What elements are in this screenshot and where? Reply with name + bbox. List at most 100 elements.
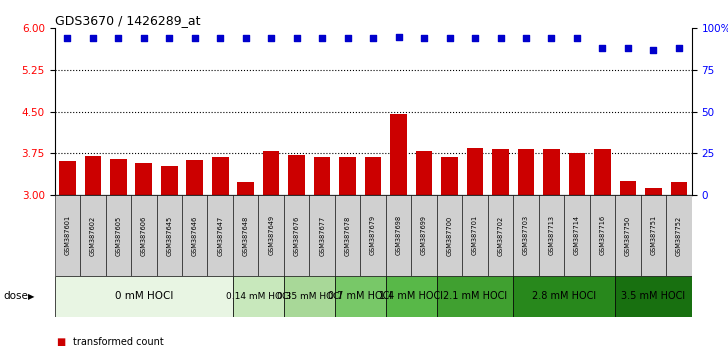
- Text: ■: ■: [56, 337, 66, 347]
- Text: 2.1 mM HOCl: 2.1 mM HOCl: [443, 291, 507, 302]
- Text: GSM387701: GSM387701: [472, 215, 478, 256]
- Bar: [288, 155, 305, 195]
- Point: [419, 35, 430, 41]
- Text: 0 mM HOCl: 0 mM HOCl: [114, 291, 173, 302]
- Text: GSM387645: GSM387645: [166, 215, 173, 256]
- Bar: [335, 195, 360, 276]
- Bar: [615, 195, 641, 276]
- Bar: [467, 148, 483, 195]
- Bar: [645, 188, 662, 195]
- Bar: [513, 195, 539, 276]
- Bar: [543, 149, 560, 195]
- Bar: [518, 149, 534, 195]
- Text: 0.7 mM HOCl: 0.7 mM HOCl: [328, 291, 392, 302]
- Point: [648, 47, 660, 53]
- Text: GSM387678: GSM387678: [344, 215, 351, 256]
- Bar: [309, 195, 335, 276]
- Bar: [441, 157, 458, 195]
- Bar: [386, 276, 437, 317]
- Bar: [594, 149, 611, 195]
- Point: [470, 35, 481, 41]
- Point: [597, 45, 609, 51]
- Bar: [569, 153, 585, 195]
- Bar: [462, 195, 488, 276]
- Point: [444, 35, 456, 41]
- Text: GSM387649: GSM387649: [268, 215, 274, 256]
- Point: [189, 35, 201, 41]
- Point: [317, 35, 328, 41]
- Bar: [207, 195, 233, 276]
- Bar: [564, 195, 590, 276]
- Bar: [339, 157, 356, 195]
- Point: [546, 35, 558, 41]
- Bar: [620, 181, 636, 195]
- Text: GSM387679: GSM387679: [370, 215, 376, 256]
- Text: 1.4 mM HOCl: 1.4 mM HOCl: [379, 291, 443, 302]
- Bar: [666, 195, 692, 276]
- Text: GSM387716: GSM387716: [599, 215, 606, 256]
- Point: [240, 35, 252, 41]
- Bar: [161, 166, 178, 195]
- Text: GSM387646: GSM387646: [191, 215, 198, 256]
- Text: 3.5 mM HOCl: 3.5 mM HOCl: [621, 291, 686, 302]
- Bar: [135, 162, 152, 195]
- Text: GSM387699: GSM387699: [421, 216, 427, 255]
- Point: [113, 35, 124, 41]
- Point: [164, 35, 175, 41]
- Text: GSM387648: GSM387648: [242, 215, 249, 256]
- Bar: [492, 149, 509, 195]
- Text: GSM387698: GSM387698: [395, 215, 402, 256]
- Bar: [55, 195, 80, 276]
- Text: dose: dose: [4, 291, 28, 302]
- Text: GSM387713: GSM387713: [548, 216, 555, 255]
- Bar: [670, 183, 687, 195]
- Text: GSM387702: GSM387702: [497, 215, 504, 256]
- Bar: [110, 159, 127, 195]
- Bar: [641, 195, 666, 276]
- Bar: [488, 195, 513, 276]
- Bar: [437, 276, 513, 317]
- Bar: [390, 114, 407, 195]
- Point: [87, 35, 99, 41]
- Point: [495, 35, 507, 41]
- Point: [368, 35, 379, 41]
- Bar: [106, 195, 131, 276]
- Bar: [84, 156, 101, 195]
- Text: 2.8 mM HOCl: 2.8 mM HOCl: [532, 291, 596, 302]
- Bar: [335, 276, 386, 317]
- Text: transformed count: transformed count: [73, 337, 164, 347]
- Point: [138, 35, 150, 41]
- Bar: [539, 195, 564, 276]
- Bar: [233, 195, 258, 276]
- Bar: [212, 157, 229, 195]
- Text: GSM387605: GSM387605: [115, 215, 122, 256]
- Point: [521, 35, 532, 41]
- Text: 0.14 mM HOCl: 0.14 mM HOCl: [226, 292, 291, 301]
- Point: [393, 34, 405, 40]
- Bar: [615, 276, 692, 317]
- Bar: [284, 276, 335, 317]
- Bar: [284, 195, 309, 276]
- Bar: [59, 161, 76, 195]
- Text: GSM387647: GSM387647: [217, 215, 223, 256]
- Bar: [360, 195, 386, 276]
- Bar: [365, 157, 381, 195]
- Bar: [386, 195, 411, 276]
- Point: [215, 35, 226, 41]
- Bar: [416, 152, 432, 195]
- Bar: [157, 195, 182, 276]
- Point: [62, 35, 73, 41]
- Text: GSM387676: GSM387676: [293, 215, 300, 256]
- Bar: [513, 276, 615, 317]
- Text: GSM387700: GSM387700: [446, 215, 453, 256]
- Text: GSM387750: GSM387750: [625, 215, 631, 256]
- Text: GSM387606: GSM387606: [141, 215, 147, 256]
- Bar: [411, 195, 437, 276]
- Point: [622, 45, 634, 51]
- Bar: [55, 276, 233, 317]
- Bar: [233, 276, 284, 317]
- Bar: [237, 183, 254, 195]
- Text: 0.35 mM HOCl: 0.35 mM HOCl: [277, 292, 342, 301]
- Bar: [131, 195, 157, 276]
- Text: GSM387751: GSM387751: [650, 215, 657, 256]
